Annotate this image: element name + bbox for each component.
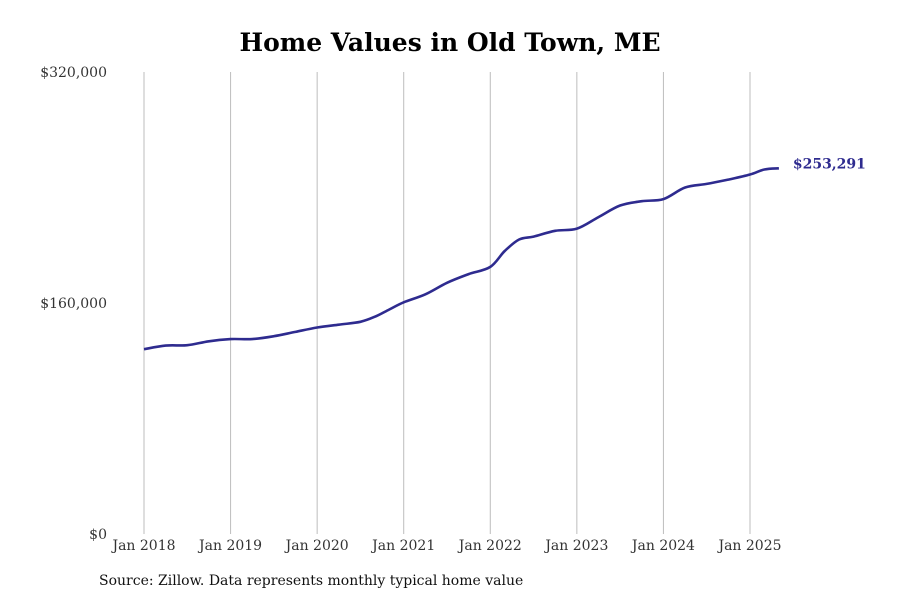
- grid-lines: [143, 72, 751, 534]
- x-tick-label: Jan 2021: [370, 538, 435, 554]
- x-tick-label: Jan 2019: [197, 538, 262, 554]
- x-tick-label: Jan 2018: [110, 538, 175, 554]
- x-tick-label: Jan 2020: [284, 538, 349, 554]
- x-tick-label: Jan 2023: [543, 538, 608, 554]
- x-axis-ticks: Jan 2018 Jan 2019 Jan 2020 Jan 2021 Jan 2022…: [110, 538, 781, 554]
- x-tick-label: Jan 2024: [630, 538, 695, 554]
- series-line-0: [143, 167, 780, 351]
- end-value-label: $253,291: [793, 156, 866, 172]
- y-axis-ticks: $0 $160,000 $320,000: [40, 65, 107, 543]
- x-tick-label: Jan 2025: [716, 538, 781, 554]
- end-label-layer: $253,291: [793, 156, 866, 172]
- chart-title: Home Values in Old Town, ME: [239, 28, 661, 57]
- y-tick-label: $0: [89, 527, 107, 543]
- y-tick-label: $320,000: [40, 65, 107, 81]
- series-layer: [143, 167, 780, 351]
- x-tick-label: Jan 2022: [457, 538, 522, 554]
- y-tick-label: $160,000: [40, 296, 107, 312]
- source-note: Source: Zillow. Data represents monthly …: [99, 573, 524, 589]
